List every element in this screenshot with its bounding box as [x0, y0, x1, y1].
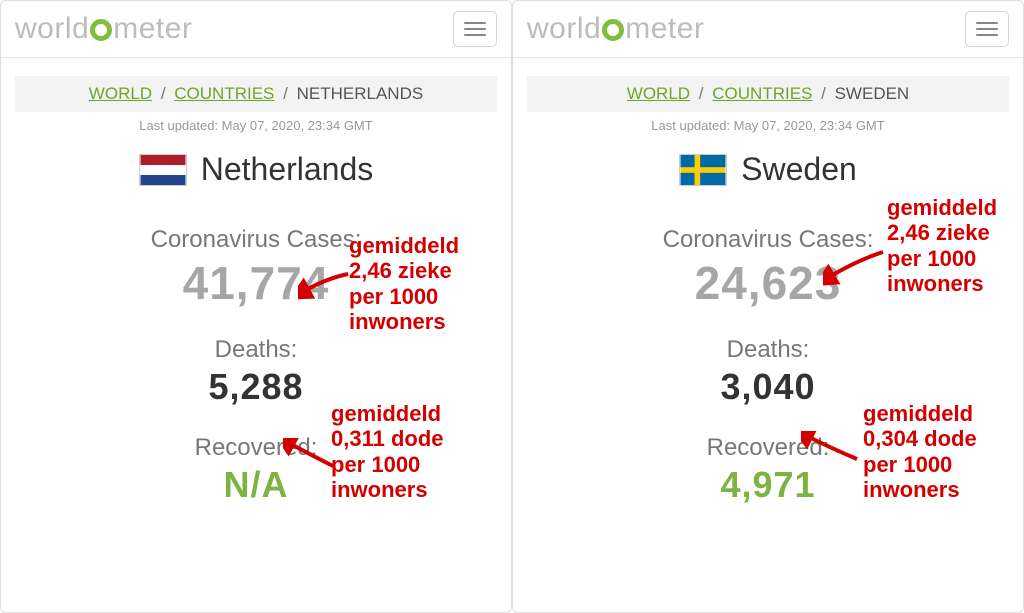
header: world meter — [513, 1, 1023, 58]
hamburger-bar-icon — [464, 28, 486, 30]
logo[interactable]: world meter — [15, 12, 192, 46]
recovered-label: Recovered: — [1, 434, 511, 462]
country-name: Netherlands — [201, 151, 374, 188]
breadcrumb: WORLD / COUNTRIES / SWEDEN — [527, 76, 1009, 112]
recovered-value: N/A — [1, 464, 511, 506]
cases-value: 41,774 — [1, 256, 511, 310]
logo-o-icon — [90, 19, 112, 41]
country-name: Sweden — [741, 151, 857, 188]
hamburger-menu-button[interactable] — [965, 11, 1009, 47]
flag-netherlands-icon — [139, 154, 187, 186]
breadcrumb-current: NETHERLANDS — [297, 84, 424, 103]
recovered-label: Recovered: — [513, 434, 1023, 462]
logo-post: meter — [625, 12, 704, 46]
breadcrumb-countries-link[interactable]: COUNTRIES — [174, 84, 274, 103]
deaths-block: Deaths: 5,288 — [1, 336, 511, 408]
recovered-value: 4,971 — [513, 464, 1023, 506]
deaths-label: Deaths: — [1, 336, 511, 364]
header: world meter — [1, 1, 511, 58]
panel-netherlands: world meter WORLD / COUNTRIES / NETHERLAN… — [0, 0, 512, 613]
cases-label: Coronavirus Cases: — [1, 226, 511, 254]
breadcrumb: WORLD / COUNTRIES / NETHERLANDS — [15, 76, 497, 112]
cases-label: Coronavirus Cases: — [513, 226, 1023, 254]
breadcrumb-countries-link[interactable]: COUNTRIES — [712, 84, 812, 103]
recovered-block: Recovered: 4,971 — [513, 434, 1023, 506]
breadcrumb-separator: / — [699, 84, 704, 103]
deaths-value: 3,040 — [513, 366, 1023, 408]
logo-post: meter — [113, 12, 192, 46]
breadcrumb-current: SWEDEN — [835, 84, 910, 103]
last-updated: Last updated: May 07, 2020, 23:34 GMT — [513, 118, 1023, 133]
last-updated: Last updated: May 07, 2020, 23:34 GMT — [1, 118, 511, 133]
recovered-block: Recovered: N/A — [1, 434, 511, 506]
logo[interactable]: world meter — [527, 12, 704, 46]
country-header: Sweden — [513, 151, 1023, 188]
logo-pre: world — [15, 12, 89, 46]
hamburger-bar-icon — [464, 34, 486, 36]
flag-sweden-icon — [679, 154, 727, 186]
logo-o-icon — [602, 19, 624, 41]
panel-sweden: world meter WORLD / COUNTRIES / SWEDEN La… — [512, 0, 1024, 613]
breadcrumb-separator: / — [283, 84, 288, 103]
hamburger-bar-icon — [976, 22, 998, 24]
breadcrumb-separator: / — [821, 84, 826, 103]
hamburger-bar-icon — [976, 28, 998, 30]
hamburger-menu-button[interactable] — [453, 11, 497, 47]
breadcrumb-separator: / — [161, 84, 166, 103]
deaths-label: Deaths: — [513, 336, 1023, 364]
hamburger-bar-icon — [464, 22, 486, 24]
breadcrumb-world-link[interactable]: WORLD — [89, 84, 152, 103]
logo-pre: world — [527, 12, 601, 46]
cases-block: Coronavirus Cases: 41,774 — [1, 226, 511, 310]
country-header: Netherlands — [1, 151, 511, 188]
breadcrumb-world-link[interactable]: WORLD — [627, 84, 690, 103]
deaths-value: 5,288 — [1, 366, 511, 408]
deaths-block: Deaths: 3,040 — [513, 336, 1023, 408]
cases-value: 24,623 — [513, 256, 1023, 310]
hamburger-bar-icon — [976, 34, 998, 36]
cases-block: Coronavirus Cases: 24,623 — [513, 226, 1023, 310]
